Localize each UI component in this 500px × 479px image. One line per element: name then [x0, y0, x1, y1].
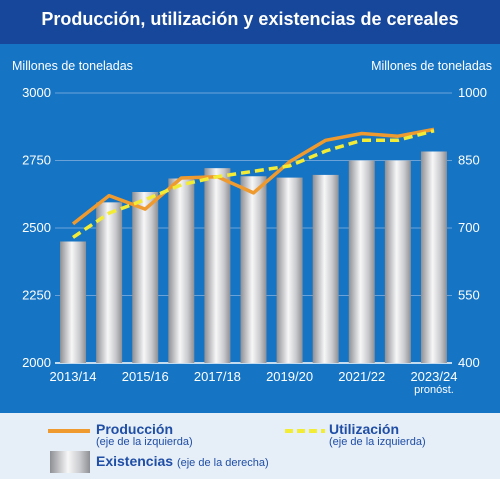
x-tick-label: 2023/24: [410, 369, 457, 384]
x-tick-label: 2021/22: [338, 369, 385, 384]
y-tick-label-right: 400: [458, 355, 480, 370]
y-tick-label-left: 2250: [22, 288, 51, 303]
legend-utilization-note: (eje de la izquierda): [329, 436, 426, 448]
y-tick-label-left: 2000: [22, 355, 51, 370]
x-tick-note: pronóst.: [414, 384, 454, 396]
y-tick-label-right: 1000: [458, 85, 487, 100]
legend-stocks-label: Existencias (eje de la derecha): [96, 453, 269, 469]
legend-production-note: (eje de la izquierda): [96, 436, 193, 448]
y-tick-label-left: 2500: [22, 220, 51, 235]
y-axis-right-label: Millones de toneladas: [371, 59, 492, 73]
legend-utilization-label: Utilización: [329, 421, 400, 437]
y-tick-label-right: 700: [458, 220, 480, 235]
stocks-bar: [168, 178, 195, 363]
y-tick-label-left: 2750: [22, 153, 51, 168]
x-tick-label: 2013/14: [50, 369, 97, 384]
y-tick-label-right: 850: [458, 153, 480, 168]
legend-stocks-note: (eje de la derecha): [176, 457, 269, 469]
stocks-bar: [96, 202, 123, 363]
stocks-bar: [348, 160, 375, 363]
stocks-bar: [132, 192, 159, 363]
legend-stocks-swatch: [50, 451, 90, 473]
stocks-bar: [420, 151, 447, 363]
y-tick-label-left: 3000: [22, 85, 51, 100]
legend-production-label: Producción: [96, 421, 174, 437]
chart-title: Producción, utilización y existencias de…: [41, 9, 459, 29]
production-line: [71, 127, 435, 226]
stocks-bar: [276, 177, 303, 363]
legend-stocks-name: Existencias: [96, 453, 174, 469]
y-tick-label-right: 550: [458, 288, 480, 303]
stocks-bar: [312, 174, 339, 363]
x-tick-label: 2017/18: [194, 369, 241, 384]
y-axis-left-label: Millones de toneladas: [12, 59, 133, 73]
stocks-bar: [384, 160, 411, 363]
stocks-bar: [204, 168, 231, 363]
x-tick-label: 2019/20: [266, 369, 313, 384]
stocks-bar: [240, 176, 267, 363]
title-band: [0, 0, 500, 44]
stocks-bar: [60, 241, 87, 363]
x-tick-label: 2015/16: [122, 369, 169, 384]
